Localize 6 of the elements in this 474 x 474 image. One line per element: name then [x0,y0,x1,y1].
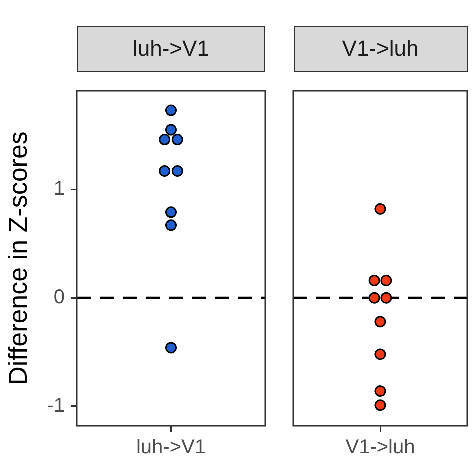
chart-title: V1->luh [294,26,468,72]
y-tick-label: 1 [54,178,65,200]
chart-title: luh->V1 [76,26,266,72]
y-tick-label: 0 [54,286,65,309]
y-tick-label: -1 [47,395,65,417]
y-axis-title: Difference in Z-scores [2,132,33,386]
